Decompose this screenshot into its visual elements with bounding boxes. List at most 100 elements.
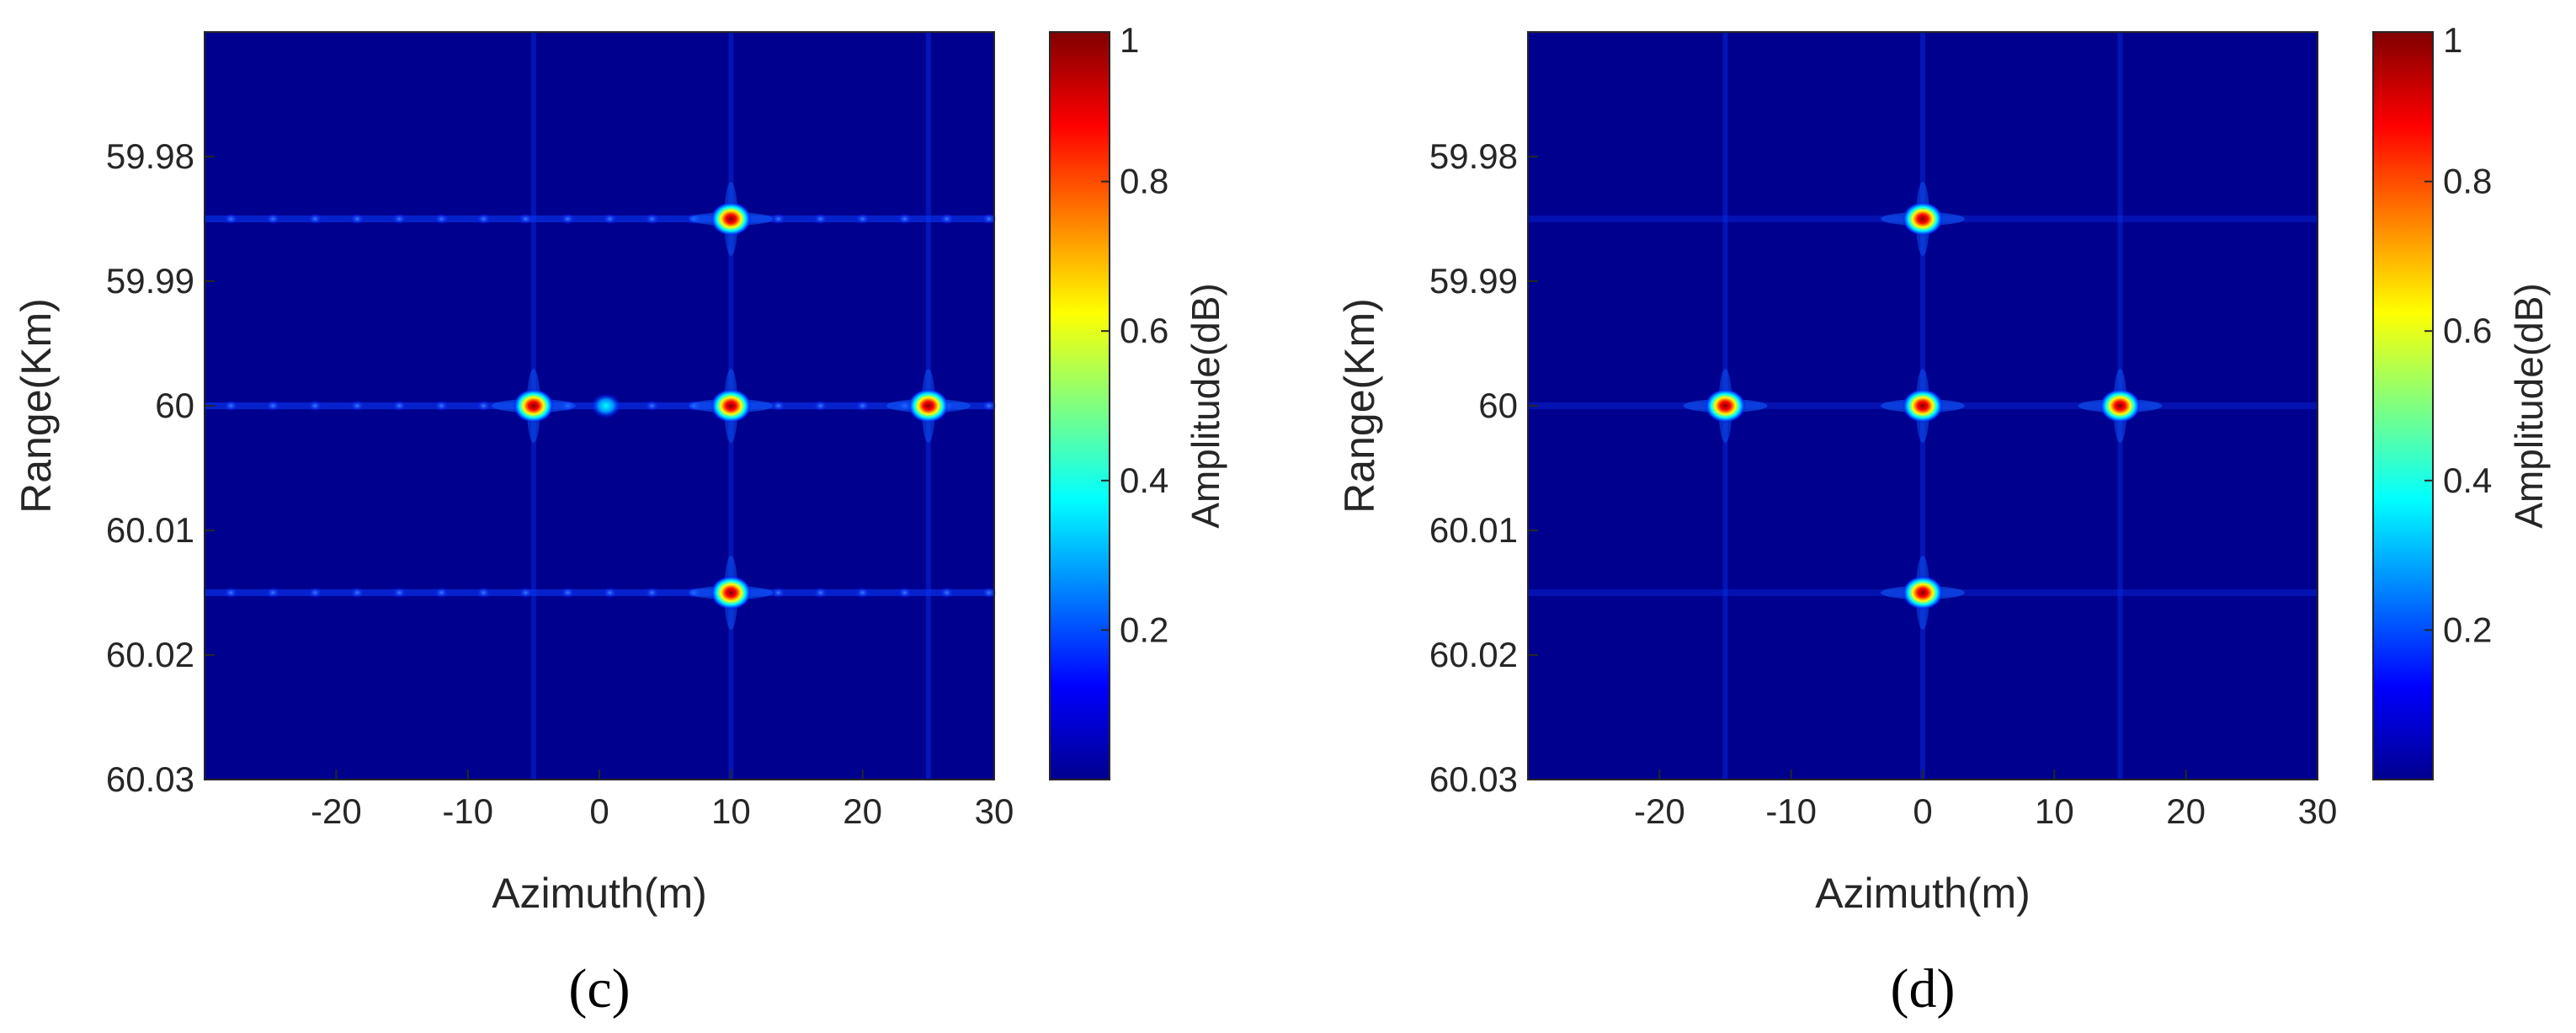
sidelobe-blip xyxy=(476,587,492,599)
colorbar-tick-label: 0.4 xyxy=(1120,461,1168,500)
x-tick-label: 0 xyxy=(1913,791,1932,831)
target-peak xyxy=(1705,389,1746,423)
target-peak xyxy=(711,202,752,236)
sidelobe-blip xyxy=(391,400,407,412)
sidelobe-blip xyxy=(518,587,534,599)
colorbar-tick-label: 0.6 xyxy=(2443,311,2492,350)
sidelobe-blip xyxy=(391,587,407,599)
sidelobe-blip xyxy=(939,213,955,225)
panel-caption: (c) xyxy=(568,958,630,1020)
colorbar-tick-label: 1 xyxy=(1120,20,1139,60)
sidelobe-blip xyxy=(307,213,323,225)
sidelobe-blip xyxy=(307,587,323,599)
heatmap-marks xyxy=(1528,32,2318,780)
x-tick-label: -20 xyxy=(1634,791,1685,831)
y-tick-label: 60.01 xyxy=(106,510,194,550)
sidelobe-blip xyxy=(939,587,955,599)
sidelobe-blip xyxy=(349,400,365,412)
sidelobe-blip xyxy=(223,213,239,225)
colorbar xyxy=(2372,31,2434,780)
x-tick-label: 20 xyxy=(843,791,882,831)
x-tick-label: 10 xyxy=(2035,791,2074,831)
sidelobe-blip xyxy=(518,213,534,225)
sidelobe-blip xyxy=(434,400,450,412)
sidelobe-blip xyxy=(476,213,492,225)
range-sidelobe-row xyxy=(205,216,994,222)
sidelobe-blip xyxy=(560,587,576,599)
panel-d: 59.98 59.99 60 60.01 60.02 60.03 -20 -10 0 10 20 3… xyxy=(1336,20,2551,1020)
colorbar-label: Amplitude(dB) xyxy=(2507,283,2551,528)
sidelobe-blip xyxy=(644,213,660,225)
sidelobe-blip xyxy=(602,213,618,225)
target-peak xyxy=(1903,389,1943,423)
x-tick-label: -10 xyxy=(1765,791,1817,831)
colorbar xyxy=(1049,31,1110,780)
y-tick-label: 60.01 xyxy=(1429,510,1518,550)
sidelobe-blip xyxy=(349,587,365,599)
y-tick-label: 59.98 xyxy=(1429,136,1518,176)
sidelobe-blip xyxy=(854,587,870,599)
sidelobe-blip xyxy=(602,587,618,599)
sidelobe-blip xyxy=(307,400,323,412)
target-peak xyxy=(2100,389,2141,423)
y-tick-label: 60 xyxy=(155,386,194,425)
sidelobe-blip xyxy=(644,400,660,412)
y-axis-label: Range(Km) xyxy=(1336,298,1383,514)
panel-caption: (d) xyxy=(1891,958,1956,1020)
sidelobe-blip xyxy=(434,213,450,225)
sidelobe-blip xyxy=(981,587,997,599)
sidelobe-blip xyxy=(391,213,407,225)
sidelobe-blip xyxy=(476,400,492,412)
artifact-peak xyxy=(590,393,621,418)
sidelobe-blip xyxy=(770,587,786,599)
sidelobe-blip xyxy=(981,400,997,412)
sidelobe-blip xyxy=(812,587,828,599)
x-tick-label: 30 xyxy=(2298,791,2338,831)
sidelobe-blip xyxy=(981,213,997,225)
y-tick-label: 59.99 xyxy=(1429,261,1518,301)
colorbar-tick-label: 0.6 xyxy=(1120,311,1168,350)
colorbar-label: Amplitude(dB) xyxy=(1184,283,1227,528)
panel-c: 59.98 59.99 60 60.01 60.02 60.03 -20 -10 0 10 20 3… xyxy=(13,20,1227,1020)
target-peak xyxy=(711,576,752,610)
range-sidelobe-row xyxy=(205,589,994,596)
colorbar-tick-label: 1 xyxy=(2443,20,2462,60)
sidelobe-blip xyxy=(770,213,786,225)
y-tick-label: 60 xyxy=(1478,386,1518,425)
sidelobe-blip xyxy=(349,213,365,225)
x-tick-label: 10 xyxy=(711,791,751,831)
sidelobe-blip xyxy=(812,400,828,412)
y-tick-label: 60.02 xyxy=(1429,635,1518,674)
x-tick-label: 20 xyxy=(2166,791,2206,831)
x-tick-label: -10 xyxy=(442,791,493,831)
target-peak xyxy=(1903,576,1943,610)
x-tick-label: 30 xyxy=(975,791,1014,831)
sidelobe-blip xyxy=(223,587,239,599)
sidelobe-blip xyxy=(812,213,828,225)
sidelobe-blip xyxy=(644,587,660,599)
target-peak xyxy=(513,389,554,423)
sidelobe-blip xyxy=(560,213,576,225)
sidelobe-blip xyxy=(770,400,786,412)
y-tick-label: 60.03 xyxy=(106,759,194,799)
sidelobe-blip xyxy=(434,587,450,599)
x-tick-label: -20 xyxy=(311,791,362,831)
sidelobe-blip xyxy=(897,587,913,599)
x-axis-label: Azimuth(m) xyxy=(492,870,707,917)
colorbar-tick-label: 0.2 xyxy=(2443,610,2492,649)
target-peak xyxy=(907,389,949,423)
colorbar-ticks: 0.2 0.4 0.6 0.8 1 xyxy=(2424,20,2492,649)
sidelobe-blip xyxy=(223,400,239,412)
sidelobe-blip xyxy=(265,213,281,225)
y-axis-label: Range(Km) xyxy=(13,298,60,514)
y-tick-label: 59.98 xyxy=(106,136,194,176)
y-tick-label: 60.03 xyxy=(1429,759,1518,799)
colorbar-tick-label: 0.8 xyxy=(2443,162,2492,201)
colorbar-tick-label: 0.2 xyxy=(1120,610,1168,649)
sidelobe-blip xyxy=(854,213,870,225)
heatmap-marks xyxy=(205,32,997,780)
x-tick-labels: -20 -10 0 10 20 30 xyxy=(311,769,1014,831)
sidelobe-blip xyxy=(265,587,281,599)
colorbar-ticks: 0.2 0.4 0.6 0.8 1 xyxy=(1101,20,1168,649)
sidelobe-blip xyxy=(854,400,870,412)
